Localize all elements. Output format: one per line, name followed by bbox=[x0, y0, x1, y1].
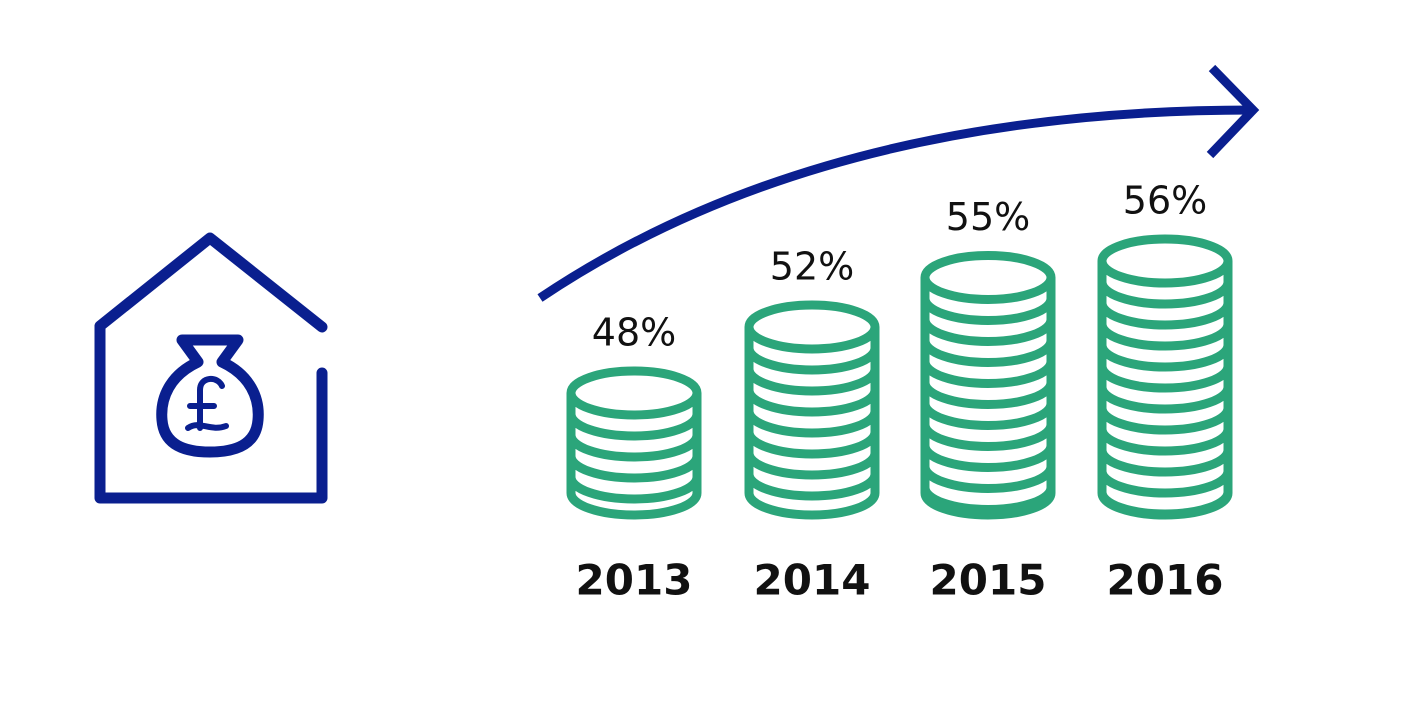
money-bag bbox=[156, 334, 264, 458]
year-label: 2013 bbox=[576, 556, 693, 605]
house-icon bbox=[94, 232, 328, 504]
pound-sign bbox=[185, 376, 229, 431]
value-label: 48% bbox=[592, 311, 676, 355]
trend-arrow bbox=[537, 64, 1260, 302]
arrow-head bbox=[1206, 64, 1260, 159]
year-label: 2014 bbox=[754, 556, 871, 605]
coin-stack bbox=[566, 366, 702, 520]
year-label: 2016 bbox=[1107, 556, 1224, 605]
value-label: 56% bbox=[1123, 179, 1207, 223]
value-label: 55% bbox=[946, 195, 1030, 239]
house-outline bbox=[94, 232, 328, 504]
arrow-curve bbox=[537, 105, 1254, 302]
value-label: 52% bbox=[770, 245, 854, 289]
coin-stack bbox=[1097, 234, 1233, 520]
coin-stack bbox=[920, 251, 1056, 520]
year-label: 2015 bbox=[930, 556, 1047, 605]
coin-stack bbox=[744, 300, 880, 520]
